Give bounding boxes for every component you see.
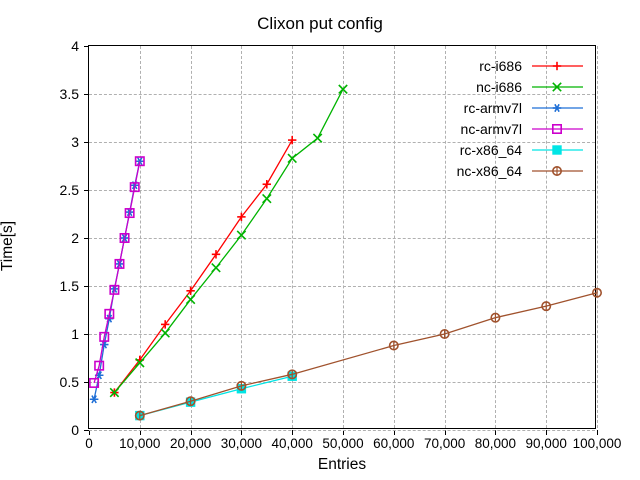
legend-label-rc-x86_64: rc-x86_64 [460,142,522,158]
legend-swatch-nc-i686 [530,80,585,94]
y-tick-label: 1 [71,326,79,342]
legend-entry-rc-i686: rc-i686 [360,56,585,75]
y-tick-label: 1.5 [60,278,79,294]
x-tick-label: 50,000 [322,436,363,451]
legend-entry-rc-armv7l: rc-armv7l [360,98,585,117]
legend-entry-nc-x86_64: nc-x86_64 [360,161,585,180]
data-point-nc-x86_64 [593,289,601,297]
x-tick-mark [597,430,598,435]
series-line-nc-armv7l [90,157,144,387]
data-point-nc-x86_64 [390,341,398,349]
data-point-rc-i686 [212,250,220,258]
data-point-nc-i686 [212,264,220,272]
x-tick-label: 40,000 [272,436,313,451]
y-tick-label: 3 [71,134,79,150]
data-point-nc-i686 [186,295,194,303]
data-point-nc-x86_64 [542,302,550,310]
plot-area: 0 10,000 20,000 30,000 40,000 50,000 60,000 70,… [88,45,596,429]
legend-entry-rc-x86_64: rc-x86_64 [360,140,585,159]
series-line-nc-x86_64 [136,289,602,420]
y-tick-label: 2 [71,230,79,246]
legend-swatch-rc-armv7l [530,101,585,115]
legend-swatch-rc-x86_64 [530,143,585,157]
data-point-nc-i686 [313,134,321,142]
legend-label-rc-i686: rc-i686 [479,58,522,74]
legend-swatch-nc-x86_64 [530,164,585,178]
data-point-nc-x86_64 [440,330,448,338]
data-point-nc-i686 [339,85,347,93]
data-point-nc-i686 [263,194,271,202]
y-tick-mark [84,430,89,431]
y-tick-label: 0 [71,422,79,438]
gridline-vertical [597,46,598,428]
y-axis-label: Time[s] [0,221,17,271]
legend-label-rc-armv7l: rc-armv7l [464,100,522,116]
legend-label-nc-i686: nc-i686 [476,79,522,95]
y-tick-label: 4 [71,38,79,54]
series-line-nc-i686 [110,85,347,397]
legend-entry-nc-i686: nc-i686 [360,77,585,96]
x-tick-label: 70,000 [424,436,465,451]
data-point-nc-i686 [161,329,169,337]
legend-label-nc-x86_64: nc-x86_64 [457,163,522,179]
chart-title: Clixon put config [0,14,640,34]
legend-label-nc-armv7l: nc-armv7l [461,121,522,137]
data-point-nc-i686 [288,154,296,162]
y-tick-label: 2.5 [60,182,79,198]
x-tick-label: 30,000 [221,436,262,451]
x-tick-label: 80,000 [475,436,516,451]
gridline-horizontal [89,430,595,431]
x-axis-label: Entries [88,456,596,474]
y-tick-label: 3.5 [60,86,79,102]
data-point-nc-i686 [237,231,245,239]
series-line-rc-i686 [110,136,296,397]
data-point-rc-i686 [288,136,296,144]
legend-box: rc-i686 nc-i686 rc-armv7l nc-armv7l rc-x86_6… [360,56,585,182]
x-tick-label: 20,000 [170,436,211,451]
x-tick-label: 90,000 [526,436,567,451]
legend-entry-nc-armv7l: nc-armv7l [360,119,585,138]
x-tick-label: 0 [85,436,93,451]
data-point-nc-x86_64 [491,313,499,321]
y-tick-label: 0.5 [60,374,79,390]
legend-swatch-nc-armv7l [530,122,585,136]
legend-swatch-rc-i686 [530,59,585,73]
x-tick-label: 10,000 [119,436,160,451]
x-tick-label: 100,000 [573,436,622,451]
x-tick-label: 60,000 [373,436,414,451]
